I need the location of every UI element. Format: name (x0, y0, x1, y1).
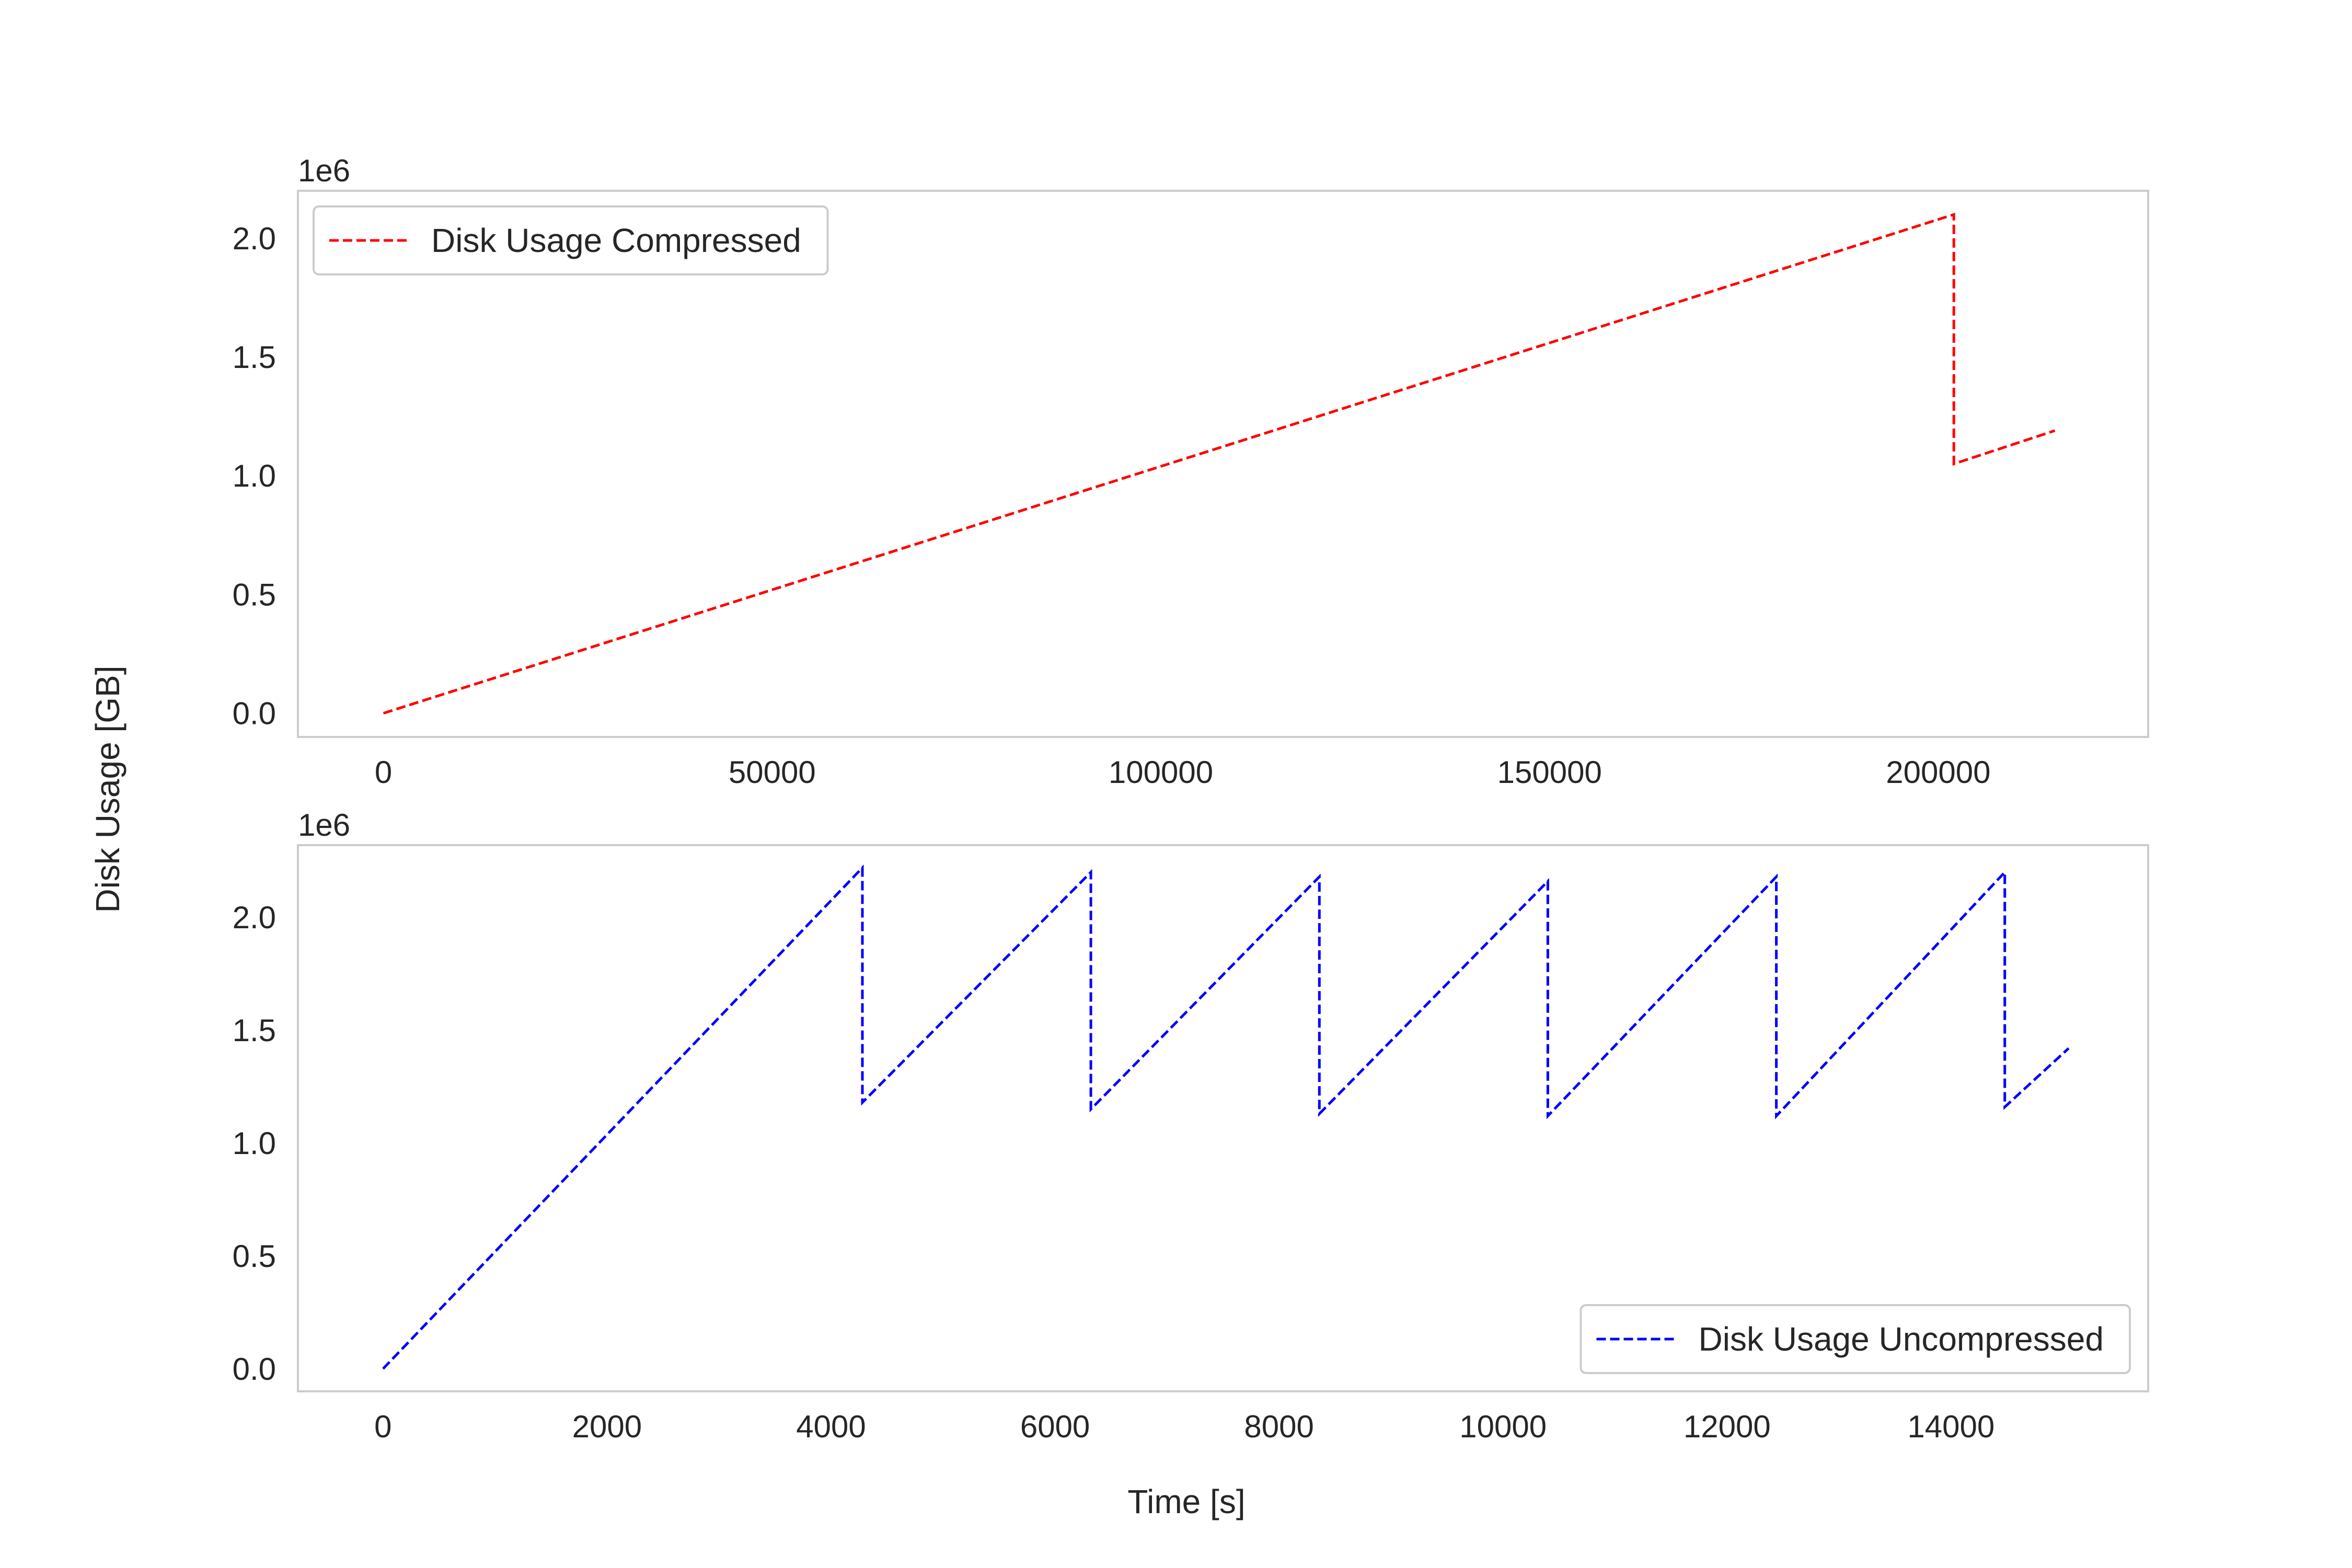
series-line-disk-usage-uncompressed (382, 864, 2070, 1370)
x-tick-label: 100000 (1109, 755, 1213, 790)
uncompressed-chart: 1e6 0 2000 4000 6000 8000 10000 12000 14000 0.0 0… (233, 808, 2149, 1444)
x-axis-label: Time [s] (1127, 1483, 1245, 1520)
y-tick-label: 1.0 (233, 1126, 276, 1161)
x-tick-label: 150000 (1497, 755, 1602, 790)
series-line-disk-usage-compressed (383, 212, 2056, 714)
legend-label: Disk Usage Uncompressed (1699, 1320, 2104, 1358)
x-tick-label: 0 (375, 755, 392, 790)
y-tick-label: 0.5 (233, 577, 276, 612)
legend-box (1579, 1304, 2131, 1374)
x-tick-label: 10000 (1459, 1409, 1547, 1444)
legend: Disk Usage Compressed (313, 205, 829, 275)
x-tick-label: 0 (374, 1409, 391, 1444)
x-tick-label: 2000 (572, 1409, 642, 1444)
y-tick-label: 0.0 (233, 1352, 276, 1387)
plot-area-frame (297, 190, 2149, 738)
y-tick-label: 1.5 (233, 1013, 276, 1048)
legend-label: Disk Usage Compressed (431, 222, 801, 259)
legend: Disk Usage Uncompressed (1579, 1304, 2131, 1374)
x-tick-label: 50000 (729, 755, 816, 790)
x-tick-label: 12000 (1684, 1409, 1771, 1444)
compressed-chart: 1e6 0 50000 100000 150000 200000 0.0 0.5 1.0 1.5… (233, 153, 2149, 790)
y-multiplier-label: 1e6 (298, 153, 350, 188)
plot-area-frame (297, 844, 2149, 1392)
x-tick-label: 6000 (1020, 1409, 1090, 1444)
x-tick-label: 14000 (1907, 1409, 1994, 1444)
x-tick-label: 4000 (796, 1409, 866, 1444)
y-multiplier-label: 1e6 (298, 808, 350, 843)
y-axis-label: Disk Usage [GB] (89, 665, 126, 913)
y-tick-label: 1.5 (233, 340, 276, 375)
y-tick-label: 2.0 (233, 900, 276, 935)
y-tick-label: 0.0 (233, 696, 276, 731)
y-tick-label: 2.0 (233, 221, 276, 256)
y-tick-label: 1.0 (233, 458, 276, 493)
y-tick-label: 0.5 (233, 1239, 276, 1274)
x-tick-label: 200000 (1886, 755, 1990, 790)
x-tick-label: 8000 (1244, 1409, 1313, 1444)
legend-box (313, 205, 829, 275)
